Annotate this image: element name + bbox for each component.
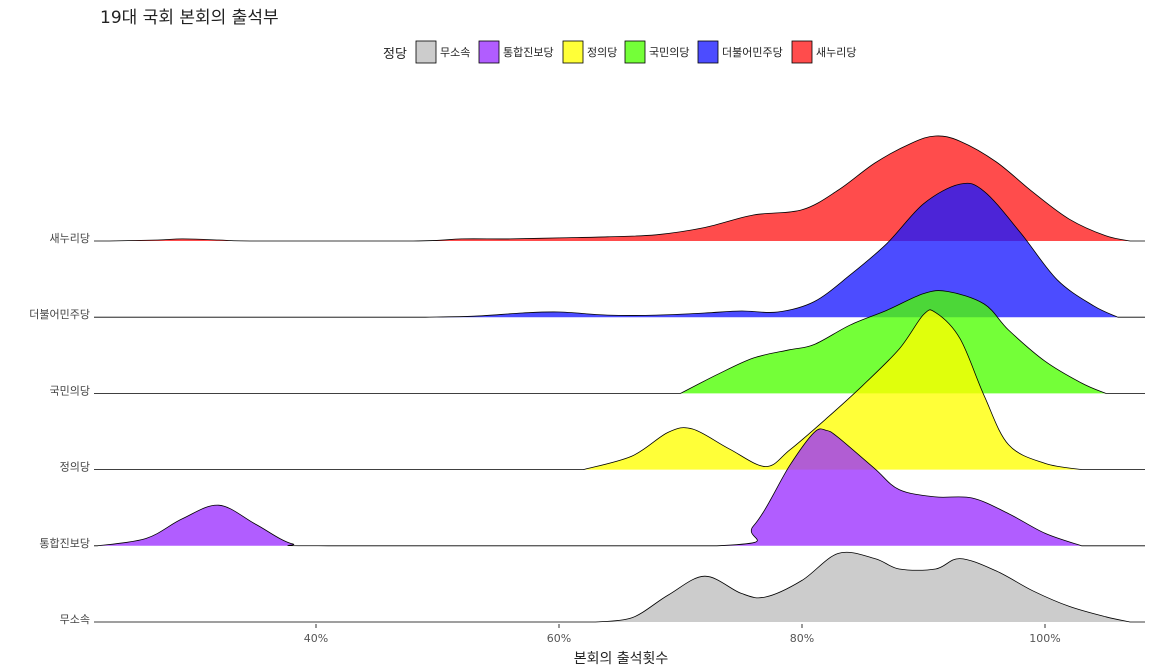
ridge-outline-ebacb4ec868cec868d bbox=[94, 551, 1145, 623]
x-tick-label: 100% bbox=[1029, 632, 1060, 645]
y-tick-label: 국민의당 bbox=[50, 384, 90, 397]
legend-swatch-eb8d94ebb688ec96b4ebafbceca3bceb8bb9 bbox=[697, 40, 719, 64]
ridges bbox=[94, 135, 1145, 623]
legend-label: 무소속 bbox=[440, 46, 470, 59]
legend-swatch-eab5adebafbcec9d98eb8bb9 bbox=[624, 40, 646, 64]
y-tick-label: 정의당 bbox=[60, 461, 90, 474]
x-axis: 40% 60% 80% 100% bbox=[304, 624, 1061, 645]
ridge-outline-eab5adebafbcec9d98eb8bb9 bbox=[94, 290, 1145, 394]
y-tick-label: 무소속 bbox=[60, 613, 90, 626]
legend: 정당 무소속 통합진보당 정의당 국민의당 더불어민주당 새누리당 bbox=[383, 40, 856, 64]
ridge-fill-eb8d94ebb688ec96b4ebafbceca3bceb8bb9 bbox=[94, 183, 1145, 318]
legend-label: 정의당 bbox=[587, 46, 617, 59]
legend-label: 통합진보당 bbox=[503, 46, 554, 59]
x-tick-label: 80% bbox=[790, 632, 814, 645]
ridge-fill-ebacb4ec868cec868d bbox=[94, 552, 1145, 622]
y-tick-label: 통합진보당 bbox=[39, 537, 90, 550]
legend-swatch-ebacb4ec868cec868d bbox=[415, 40, 437, 64]
legend-swatch-eca095ec9d98eb8bb9 bbox=[562, 40, 584, 64]
x-axis-label: 본회의 출석횟수 bbox=[574, 651, 669, 667]
x-tick-label: 60% bbox=[547, 632, 571, 645]
legend-label: 새누리당 bbox=[816, 46, 856, 59]
legend-label: 더불어민주당 bbox=[722, 46, 783, 59]
ridge-fill-ec8388eb8884eba6aceb8bb9 bbox=[94, 135, 1145, 241]
chart-title: 19대 국회 본회의 출석부 bbox=[100, 8, 279, 28]
ridge-outline-ed86b5ed95a9eca784ebb3b4eb8bb9 bbox=[94, 428, 1145, 547]
y-tick-label: 더불어민주당 bbox=[29, 308, 90, 321]
y-axis: 무소속 통합진보당 정의당 국민의당 더불어민주당 새누리당 bbox=[29, 232, 90, 626]
ridge-outline-ec8388eb8884eba6aceb8bb9 bbox=[94, 135, 1145, 242]
ridge-outline-eca095ec9d98eb8bb9 bbox=[94, 309, 1145, 470]
ridge-fill-ed86b5ed95a9eca784ebb3b4eb8bb9 bbox=[94, 428, 1145, 546]
x-tick-label: 40% bbox=[304, 632, 328, 645]
legend-title: 정당 bbox=[383, 47, 407, 62]
legend-swatch-ec8388eb8884eba6aceb8bb9 bbox=[791, 40, 813, 64]
ridge-outline-eb8d94ebb688ec96b4ebafbceca3bceb8bb9 bbox=[94, 182, 1145, 318]
legend-swatch-ed86b5ed95a9eca784ebb3b4eb8bb9 bbox=[478, 40, 500, 64]
y-tick-label: 새누리당 bbox=[50, 232, 90, 245]
ridge-fill-eca095ec9d98eb8bb9 bbox=[94, 309, 1145, 470]
legend-label: 국민의당 bbox=[649, 46, 689, 59]
